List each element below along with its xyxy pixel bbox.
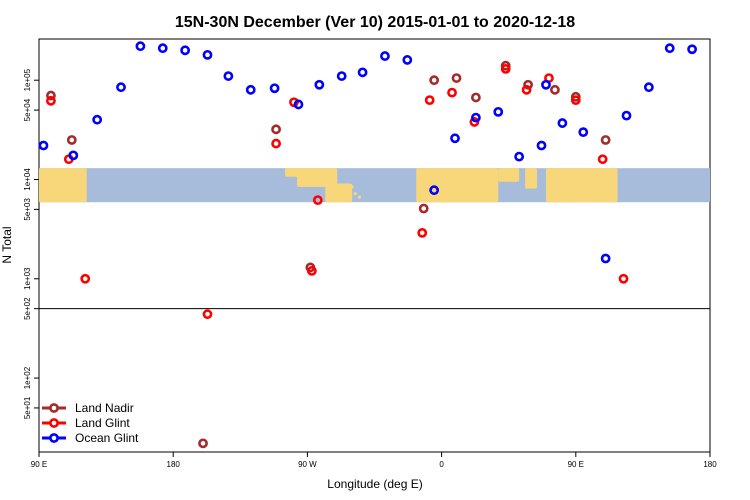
land-nadir-point [46,90,56,101]
land-nadir-point [451,73,462,83]
legend-label-ocean-glint: Ocean Glint [75,431,139,445]
ocean-glint-point [429,185,440,196]
ocean-glint-point [600,253,611,264]
land-nadir-point [66,135,77,145]
land-glint-point [618,273,629,284]
ocean-glint-point [470,112,481,123]
x-tick-label: 0 [439,460,444,469]
ocean-glint-point [578,127,589,138]
land-nadir-point [600,135,611,145]
ocean-glint-point [357,67,368,78]
plot-area [38,38,711,453]
y-tick-label: 1e+02 [23,366,32,389]
land-nadir-point [271,124,281,135]
land-glint-point [80,273,91,284]
ocean-glint-point [643,82,654,93]
ocean-glint-point [493,106,504,117]
land-glint-point [417,227,428,238]
ocean-glint-point [92,114,103,125]
land-glint-point [447,87,457,98]
ocean-glint-point [157,43,168,54]
ocean-glint-point [380,51,390,61]
legend-marker-ocean-glint [49,433,59,443]
chart-title: 15N-30N December (Ver 10) 2015-01-01 to … [175,14,575,31]
land-nadir-point [198,438,208,449]
landmass [285,168,315,177]
world-map-band [39,168,710,203]
y-tick-label: 5e+01 [23,396,32,419]
ocean-glint-point [541,79,551,90]
ocean-glint-point [135,41,146,52]
ocean-glint-point [202,49,213,60]
ocean-glint-point [514,151,525,162]
y-tick-label: 1e+03 [23,267,32,290]
ocean-glint-point [536,140,547,151]
ocean-glint-point [450,133,460,144]
land-nadir-point [418,203,429,214]
ocean-glint-point [402,55,413,65]
y-tick-label: 5e+02 [23,297,32,320]
land-nadir-point [550,84,560,95]
y-tick-label: 1e+05 [23,68,32,91]
ocean-glint-point [314,79,325,90]
ocean-glint-point [245,84,256,95]
x-axis-label: Longitude (deg E) [327,477,422,491]
island [357,195,362,199]
legend-marker-land-glint [49,418,59,428]
ocean-glint-point [557,118,568,128]
ocean-glint-point [68,150,79,161]
ocean-glint-point [269,83,280,94]
ocean-glint-point [223,71,234,81]
plot-frame [38,38,711,453]
land-glint-point [500,63,511,74]
ocean-glint-point [180,45,191,56]
landmass [416,168,499,203]
land-glint-point [271,138,281,149]
x-tick-label: 90 W [298,460,317,469]
x-tick-label: 90 E [31,460,47,469]
island [596,187,600,191]
y-axis-label: N Total [0,226,14,263]
y-axis: 5e+01 1e+02 5e+02 1e+03 5e+03 1e+04 5e+04 1e+05 [23,68,39,419]
ocean-glint-point [336,71,347,81]
island [604,192,608,196]
land-nadir-point [470,92,481,103]
landmass [334,192,350,203]
landmass [46,168,66,187]
land-glint-point [424,95,435,106]
land-glint-point [521,84,532,95]
landmass [525,168,538,189]
ocean-glint-point [687,44,698,55]
x-tick-label: 180 [167,460,181,469]
data-points [38,41,698,449]
land-glint-point [570,95,581,106]
legend-label-land-glint: Land Glint [75,416,130,430]
ocean-glint-point [116,82,126,93]
x-tick-label: 180 [703,460,717,469]
x-tick-label: 90 E [568,460,584,469]
land-glint-point [306,266,317,276]
y-tick-label: 1e+04 [23,168,32,191]
y-tick-label: 5e+04 [23,98,32,121]
land-glint-point [597,154,608,165]
landmass [568,178,588,203]
y-tick-label: 5e+03 [23,198,32,221]
land-glint-point [202,309,213,320]
x-axis: 90 E 180 90 W 0 90 E 180 [31,452,717,469]
land-nadir-point [523,79,533,90]
ocean-glint-point [664,43,675,54]
ocean-glint-point [293,99,304,110]
landmass [498,168,520,182]
island [353,192,357,196]
land-glint-point [312,195,323,205]
ocean-glint-point [621,110,632,121]
ocean-glint-point [38,140,49,151]
legend-label-land-nadir: Land Nadir [75,401,134,415]
land-glint-point [46,95,56,106]
legend-marker-land-nadir [49,403,59,413]
land-nadir-point [429,75,440,86]
island [350,185,354,189]
